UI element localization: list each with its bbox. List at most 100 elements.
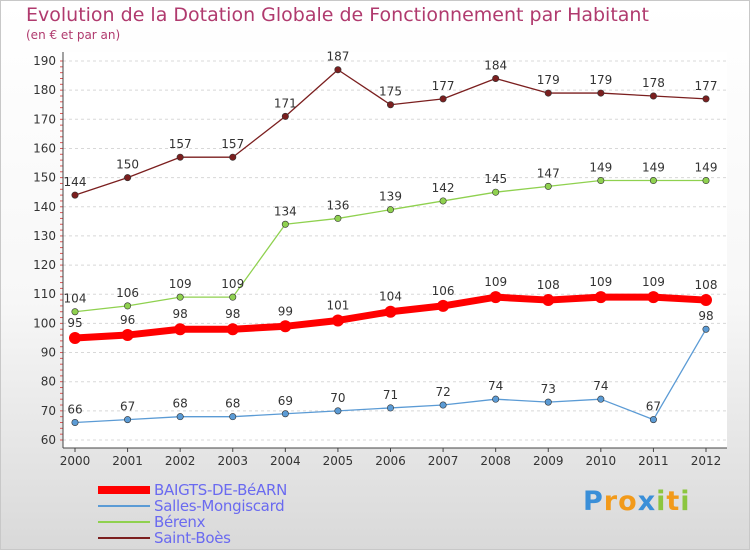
data-label: 95 <box>67 316 82 330</box>
data-label: 178 <box>642 76 665 90</box>
data-point <box>176 413 184 421</box>
data-point <box>229 153 237 161</box>
data-point <box>386 404 394 412</box>
series-salles-mongiscard: 66 67 68 68 69 70 71 72 74 73 74 67 98 <box>67 309 714 427</box>
x-tick-label: 2012 <box>691 454 722 468</box>
data-label: 66 <box>67 403 82 417</box>
logo-letter: i <box>656 486 667 517</box>
x-tick-label: 2002 <box>165 454 196 468</box>
y-tick-label: 60 <box>41 433 56 447</box>
logo-letter: x <box>637 486 657 517</box>
data-point <box>334 407 342 415</box>
data-point <box>700 294 712 307</box>
data-point <box>124 302 132 310</box>
data-label: 106 <box>116 286 139 300</box>
data-label: 149 <box>589 161 612 175</box>
x-tick-label: 2004 <box>270 454 301 468</box>
data-label: 68 <box>225 397 240 411</box>
data-point <box>226 323 239 336</box>
data-label: 109 <box>589 275 612 289</box>
data-label: 69 <box>278 394 293 408</box>
data-point <box>281 112 289 120</box>
data-point <box>281 220 289 228</box>
data-label: 175 <box>379 85 402 99</box>
data-point <box>229 293 237 301</box>
data-point <box>649 177 657 185</box>
legend-swatch <box>98 486 150 494</box>
data-label: 104 <box>379 290 402 304</box>
data-point <box>386 101 394 109</box>
data-point <box>176 153 184 161</box>
data-point <box>71 191 79 199</box>
data-label: 99 <box>278 304 293 318</box>
data-label: 104 <box>64 292 87 306</box>
data-label: 144 <box>64 175 87 189</box>
data-label: 157 <box>221 137 244 151</box>
data-label: 177 <box>432 79 455 93</box>
y-tick-label: 80 <box>41 375 56 389</box>
data-label: 187 <box>326 50 349 64</box>
data-point <box>597 89 605 97</box>
y-tick-label: 190 <box>33 54 56 68</box>
data-point <box>702 95 710 103</box>
data-point <box>281 410 289 418</box>
y-tick-label: 90 <box>41 346 56 360</box>
data-point <box>334 214 342 222</box>
logo-letter: i <box>680 486 691 517</box>
data-point <box>71 308 79 316</box>
data-label: 136 <box>326 198 349 212</box>
x-tick-label: 2000 <box>60 454 91 468</box>
x-tick-label: 2007 <box>428 454 459 468</box>
y-tick-label: 170 <box>33 112 56 126</box>
data-point <box>542 294 555 307</box>
data-point <box>492 188 500 196</box>
data-point <box>544 89 552 97</box>
data-label: 150 <box>116 158 139 172</box>
x-tick-label: 2009 <box>533 454 564 468</box>
data-point <box>647 291 660 304</box>
x-tick-label: 2010 <box>586 454 617 468</box>
y-tick-label: 150 <box>33 171 56 185</box>
data-label: 74 <box>488 379 503 393</box>
legend-label: Salles-Mongiscard <box>154 497 285 515</box>
data-point <box>384 305 397 318</box>
data-label: 149 <box>695 161 718 175</box>
data-point <box>544 398 552 406</box>
data-label: 67 <box>120 400 135 414</box>
data-label: 68 <box>173 397 188 411</box>
data-point <box>279 320 292 333</box>
data-point <box>174 323 187 336</box>
data-point <box>649 416 657 424</box>
data-point <box>176 293 184 301</box>
x-tick-label: 2001 <box>112 454 143 468</box>
data-label: 109 <box>642 275 665 289</box>
data-point <box>544 182 552 190</box>
logo-letter: t <box>666 486 681 517</box>
data-point <box>386 206 394 214</box>
data-label: 108 <box>537 278 560 292</box>
x-tick-label: 2006 <box>375 454 406 468</box>
y-tick-label: 180 <box>33 83 56 97</box>
data-label: 71 <box>383 388 398 402</box>
data-point <box>437 299 450 312</box>
data-point <box>334 66 342 74</box>
data-label: 142 <box>432 181 455 195</box>
chart-subtitle: (en € et par an) <box>26 28 121 42</box>
x-tick-label: 2003 <box>217 454 248 468</box>
data-label: 147 <box>537 166 560 180</box>
series-saint-bo-s: 144 150 157 157 171 187 175 177 184 179 179 178 177 <box>64 50 717 199</box>
data-point <box>492 74 500 82</box>
data-label: 72 <box>435 385 450 399</box>
legend-swatch <box>98 505 150 507</box>
x-tick-label: 2008 <box>480 454 511 468</box>
data-point <box>331 314 344 327</box>
data-point <box>439 401 447 409</box>
data-label: 106 <box>432 284 455 298</box>
data-label: 109 <box>221 277 244 291</box>
legend-label: BAIGTS-DE-BéARN <box>154 481 287 499</box>
y-tick-label: 140 <box>33 200 56 214</box>
x-tick-label: 2005 <box>323 454 354 468</box>
y-tick-label: 130 <box>33 229 56 243</box>
data-label: 171 <box>274 96 297 110</box>
